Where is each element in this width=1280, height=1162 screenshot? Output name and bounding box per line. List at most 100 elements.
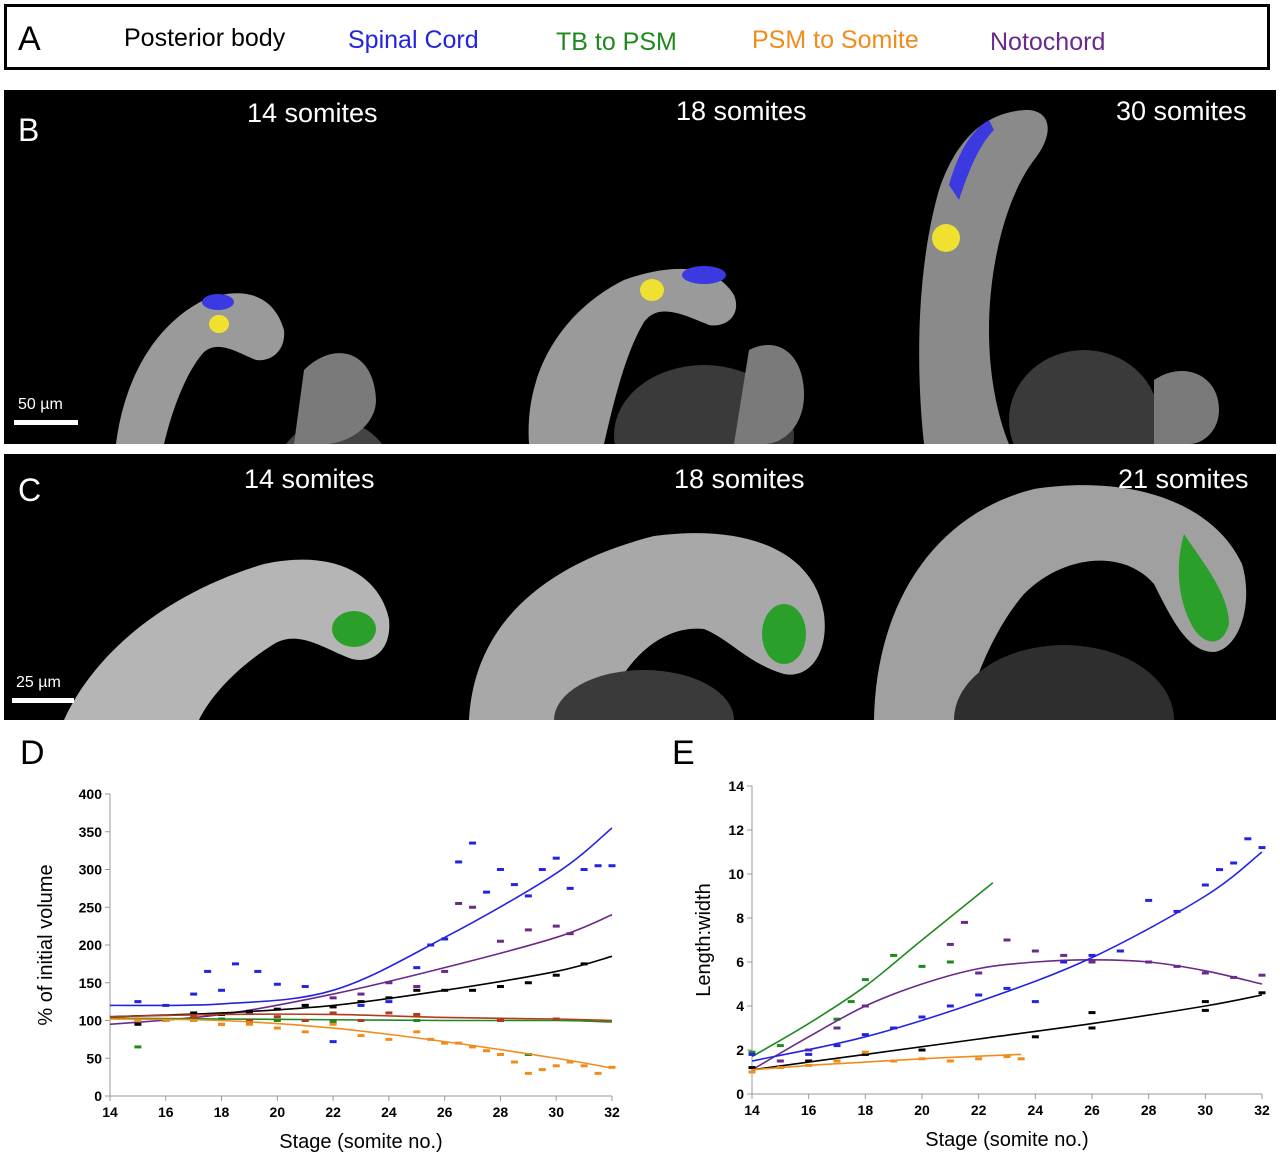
chart-e-series-2-point — [946, 1004, 954, 1008]
chart-d-series-1-point — [455, 901, 463, 905]
chart-d-series-0-point — [232, 962, 239, 966]
chart-d-series-1-point — [496, 939, 504, 943]
chart-d-y-tick-label: 150 — [79, 975, 103, 991]
chart-d-series-2-point — [552, 973, 560, 977]
chart-d-series-1-point — [357, 992, 365, 996]
chart-e-series-0-point — [748, 1050, 756, 1054]
chart-d-series-1-point — [524, 928, 532, 932]
chart-d-series-2-point — [496, 985, 504, 989]
chart-d-series-0-point — [608, 864, 616, 868]
chart-d-series-5-point — [538, 1068, 546, 1072]
chart-e-series-1-point — [776, 1059, 784, 1063]
chart-e-series-2-point — [1145, 898, 1153, 902]
chart-d-series-5-point — [552, 1064, 560, 1068]
chart-e-y-tick-label: 8 — [736, 910, 744, 926]
chart-e-x-tick-label: 26 — [1084, 1102, 1100, 1118]
chart-e-series-3-point — [1201, 1008, 1209, 1012]
chart-d-series-4-point — [190, 1015, 198, 1019]
legend-tb-to-psm: TB to PSM — [556, 28, 677, 56]
panel-b-scale-bar — [14, 420, 78, 425]
chart-d-series-5-point — [218, 1022, 226, 1026]
chart-d-series-5-point — [441, 1041, 449, 1045]
chart-d-series-0-point — [301, 985, 309, 989]
chart-d-series-5-point — [594, 1071, 602, 1075]
chart-d-series-1-trendline — [109, 914, 613, 1026]
chart-d-series-1-point — [469, 905, 477, 909]
panel-letter-b: B — [18, 112, 40, 148]
chart-d-series-0-point — [483, 890, 490, 894]
chart-d-series-4-point — [413, 1012, 421, 1016]
chart-e-series-4-point — [975, 1057, 983, 1061]
chart-d-series-4-trendline — [109, 1013, 613, 1022]
chart-d-series-5-trendline — [109, 1018, 613, 1069]
chart-e-series-4-point — [1003, 1055, 1011, 1059]
chart-e-x-tick-label: 28 — [1141, 1102, 1157, 1118]
chart-e-series-2-point — [1244, 837, 1252, 841]
chart-d-series-0-point — [190, 992, 198, 996]
chart-d-series-2-point — [190, 1011, 198, 1015]
chart-d-x-tick-label: 16 — [158, 1104, 174, 1120]
chart-d-series-5-point — [357, 1034, 365, 1038]
panel-b-image: B 14 somites 18 somites 30 somites 50 µm — [4, 90, 1276, 444]
chart-d-series-0-point — [254, 969, 262, 973]
chart-d-x-tick-label: 28 — [493, 1104, 509, 1120]
chart-e-series-2-point — [1216, 868, 1223, 872]
chart-e-series-2-point — [1060, 960, 1068, 964]
chart-d-x-tick-label: 18 — [214, 1104, 230, 1120]
chart-d-series-4-point — [273, 1015, 281, 1019]
chart-e-series-1-point — [833, 1026, 841, 1030]
chart-e-y-tick-label: 2 — [736, 1042, 744, 1058]
chart-e-x-tick-label: 16 — [801, 1102, 817, 1118]
chart-e-series-0-point — [833, 1017, 841, 1021]
chart-d-series-3-point — [273, 1019, 281, 1022]
panel-c-tailbuds — [4, 454, 1276, 720]
chart-e-series-1-point — [1060, 953, 1068, 957]
chart-e-series-0-point — [918, 964, 926, 968]
chart-e-y-tick-label: 4 — [736, 998, 744, 1014]
chart-e-x-tick-label: 24 — [1028, 1102, 1044, 1118]
chart-d-series-1-point — [552, 924, 560, 928]
chart-d-series-0-point — [273, 982, 281, 986]
chart-e-series-0-point — [847, 1000, 855, 1004]
chart-d-series-5-point — [580, 1064, 588, 1068]
chart-d-series-0-point — [496, 868, 504, 871]
chart-e-series-3-point — [1088, 1026, 1096, 1030]
chart-e-series-2-point — [1116, 949, 1124, 953]
chart-e-series-2-point — [861, 1033, 869, 1037]
panel-c-scale-bar — [12, 698, 74, 703]
chart-e-y-tick-label: 6 — [736, 954, 744, 970]
chart-d-x-tick-label: 30 — [548, 1104, 564, 1120]
chart-e-series-4-point — [833, 1059, 841, 1063]
chart-d-series-0-point — [413, 966, 421, 970]
chart-d-series-0-point — [594, 864, 602, 868]
chart-d-series-0-point — [357, 1003, 365, 1007]
chart-d-series-2-point — [134, 1022, 142, 1026]
chart-e-series-0-trendline — [751, 882, 994, 1058]
chart-d-series-0-point — [538, 868, 546, 871]
chart-e-y-tick-label: 0 — [736, 1086, 744, 1102]
chart-e-x-tick-label: 30 — [1198, 1102, 1214, 1118]
panel-b-stage-3: 30 somites — [1116, 96, 1247, 126]
chart-e-series-1-point — [1258, 973, 1266, 977]
chart-e-series-4-point — [861, 1050, 869, 1054]
chart-e-series-3-point — [1088, 1011, 1096, 1015]
chart-e-series-3-trendline — [751, 994, 1263, 1071]
chart-d-series-4-point — [329, 1011, 337, 1015]
panel-b-embryos — [116, 110, 1219, 444]
chart-d-x-tick-label: 24 — [381, 1104, 397, 1120]
chart-e-series-2-point — [890, 1026, 898, 1030]
chart-e-x-tick-label: 14 — [744, 1102, 760, 1118]
chart-d-y-axis-label: % of initial volume — [35, 864, 57, 1025]
legend-posterior-body: Posterior body — [124, 24, 286, 52]
chart-d-series-5-point — [566, 1060, 574, 1064]
chart-d-series-5-point — [162, 1019, 170, 1022]
chart-d-series-0-point — [469, 841, 477, 845]
panel-letter-a: A — [18, 20, 41, 58]
chart-e-series-2-point — [1031, 1000, 1039, 1004]
chart-d-series-0-point — [329, 1040, 337, 1044]
chart-d-series-0-point — [524, 894, 532, 898]
panel-b-stage-2: 18 somites — [676, 96, 807, 126]
chart-d-y-tick-label: 100 — [79, 1013, 103, 1029]
chart-d-series-5-point — [496, 1052, 504, 1056]
chart-d-series-4-point — [301, 1019, 309, 1022]
